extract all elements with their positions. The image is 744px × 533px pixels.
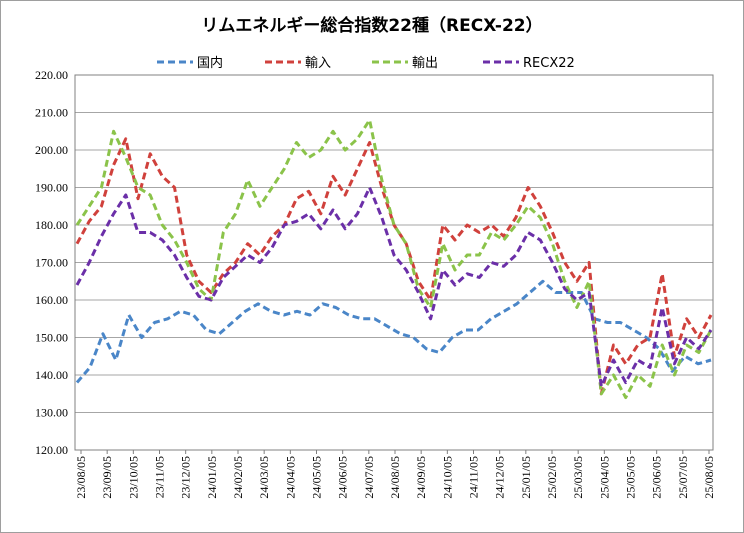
legend-item: 国内: [157, 55, 223, 71]
x-tick-label: 24/04/05: [283, 456, 297, 499]
x-tick-label: 25/02/05: [545, 456, 559, 499]
chart-title: リムエネルギー総合指数22種（RECX-22）: [201, 15, 542, 36]
x-tick-label: 25/04/05: [597, 456, 611, 499]
series-lines: [75, 118, 713, 399]
y-tick-label: 190.00: [35, 181, 68, 195]
legend-label: 輸入: [305, 56, 331, 71]
y-tick-label: 150.00: [35, 331, 68, 345]
legend-label: 輸出: [412, 56, 438, 71]
x-tick-label: 23/11/05: [153, 456, 167, 498]
legend-item: 輸入: [265, 56, 331, 71]
y-tick-label: 220.00: [35, 68, 68, 82]
y-tick-label: 170.00: [35, 256, 68, 270]
x-tick-label: 24/01/05: [205, 456, 219, 499]
plot-area: [74, 74, 714, 451]
x-tick-label: 24/08/05: [388, 456, 402, 499]
x-tick-label: 24/02/05: [231, 456, 245, 499]
x-tick-label: 25/01/05: [519, 456, 533, 499]
x-tick-label: 23/10/05: [126, 456, 140, 499]
x-tick-label: 24/11/05: [467, 456, 481, 498]
x-tick-label: 25/05/05: [624, 456, 638, 499]
series-line: [75, 279, 712, 384]
x-tick-label: 25/08/05: [702, 456, 716, 499]
y-tick-label: 120.00: [35, 443, 68, 457]
x-tick-label: 24/03/05: [257, 456, 271, 499]
x-tick-label: 23/08/05: [74, 456, 88, 499]
y-tick-label: 160.00: [35, 293, 68, 307]
y-tick-label: 140.00: [35, 368, 68, 382]
x-tick-label: 24/05/05: [310, 456, 324, 499]
x-tick-label: 24/12/05: [493, 456, 507, 499]
series-line: [75, 118, 713, 399]
legend-item: 輸出: [372, 56, 438, 71]
y-tick-label: 130.00: [35, 406, 68, 420]
x-tick-label: 24/06/05: [336, 456, 350, 499]
y-tick-label: 180.00: [35, 218, 68, 232]
x-axis-ticks: 23/08/05 23/09/05 23/10/05 23/11/05 23/12/05…: [74, 450, 716, 499]
x-tick-label: 23/12/05: [179, 456, 193, 499]
legend-label: 国内: [197, 55, 223, 71]
x-tick-label: 24/10/05: [440, 456, 454, 499]
x-tick-label: 23/09/05: [100, 456, 114, 499]
y-axis-ticks: 120.00 130.00 140.00 150.00 160.00 170.00 180.…: [35, 68, 68, 457]
y-tick-label: 200.00: [35, 143, 68, 157]
legend-label: RECX22: [523, 56, 575, 71]
x-tick-label: 25/07/05: [676, 456, 690, 499]
y-tick-label: 210.00: [35, 106, 68, 120]
x-tick-label: 24/09/05: [414, 456, 428, 499]
x-tick-label: 25/03/05: [571, 456, 585, 499]
x-tick-label: 24/07/05: [362, 456, 376, 499]
series-line: [75, 186, 713, 388]
chart-legend: 国内 輸入 輸出 RECX22: [157, 55, 575, 71]
x-tick-label: 25/06/05: [650, 456, 664, 499]
legend-item: RECX22: [483, 56, 575, 71]
